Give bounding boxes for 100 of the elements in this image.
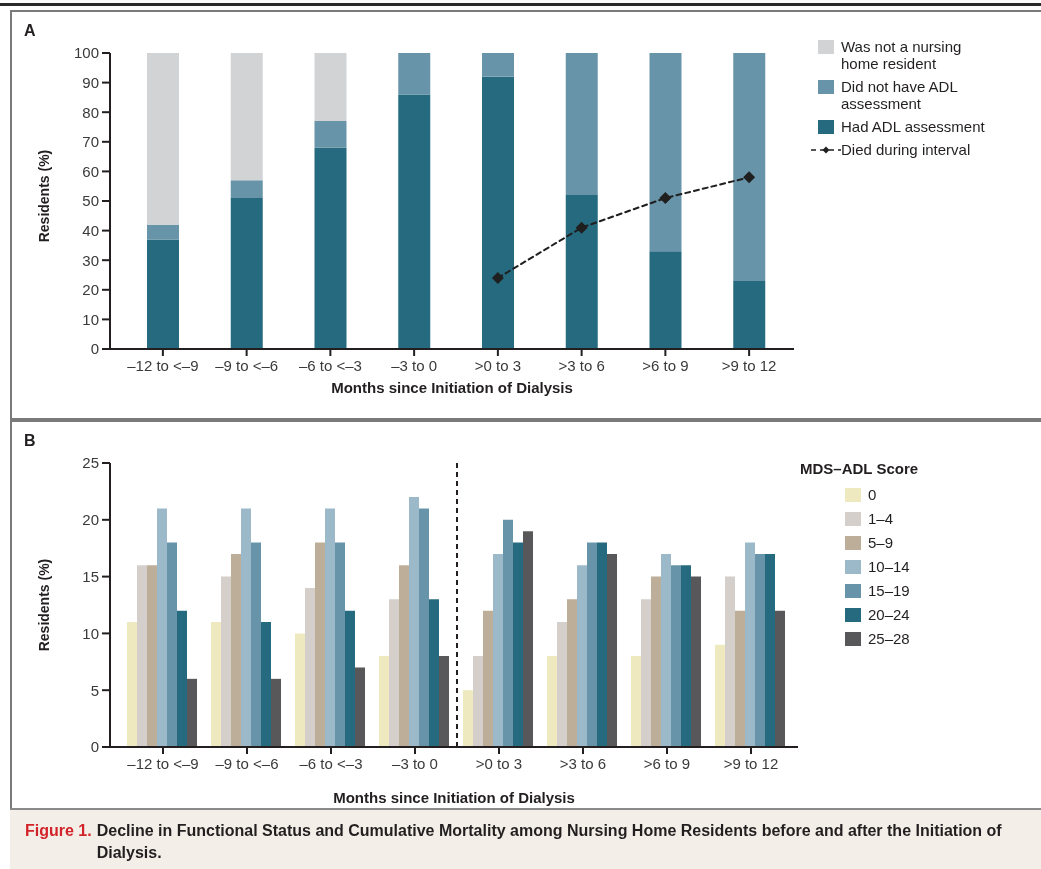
bar	[315, 542, 325, 747]
bar	[733, 53, 766, 281]
x-tick-label: –3 to 0	[392, 754, 438, 772]
bar	[745, 542, 755, 747]
bar	[523, 531, 533, 747]
bar	[725, 576, 735, 747]
bar	[649, 251, 682, 349]
bar	[691, 576, 701, 747]
y-tick-label: 80	[82, 103, 99, 121]
bar	[429, 599, 439, 747]
bar	[577, 565, 587, 747]
legend-label: Died during interval	[841, 141, 971, 158]
bar	[187, 678, 197, 747]
bar	[177, 610, 187, 747]
bar	[147, 239, 179, 349]
chart-title: B	[24, 432, 36, 449]
text: Decline in Functional Status and Cumulative Mortality among Nursing Home Residents before and after the Initiation of Dialysis.	[96, 822, 1002, 861]
y-tick-label: 40	[82, 221, 99, 239]
x-tick-label: >6 to 9	[643, 754, 691, 772]
point	[743, 171, 756, 184]
bar	[565, 195, 598, 349]
bar	[409, 497, 419, 747]
bar	[251, 542, 261, 747]
bar	[325, 508, 335, 747]
y-tick-label: 5	[90, 681, 99, 699]
bar	[314, 121, 347, 148]
y-tick-label: 20	[82, 281, 99, 299]
bar	[241, 508, 251, 747]
legend-label: Did not have ADL assessment	[841, 78, 958, 112]
bar	[681, 565, 691, 747]
x-axis-title: Months since Initiation of Dialysis	[331, 378, 573, 396]
bar	[398, 94, 431, 349]
y-tick-label: 70	[82, 133, 99, 151]
bar	[157, 508, 167, 747]
x-tick-label: >6 to 9	[642, 356, 689, 374]
legend-label: 25–28	[868, 630, 910, 647]
x-tick-label: >0 to 3	[475, 754, 523, 772]
bar	[775, 610, 785, 747]
x-tick-label: –9 to <–6	[215, 754, 279, 772]
x-tick-label: –12 to <–9	[127, 754, 199, 772]
x-axis-title: Months since Initiation of Dialysis	[333, 788, 575, 806]
y-tick-label: 0	[90, 340, 99, 358]
y-tick-label: 15	[82, 567, 99, 585]
bar	[567, 599, 577, 747]
x-tick-label: >9 to 12	[723, 754, 779, 772]
bar	[735, 610, 745, 747]
bar	[230, 53, 263, 181]
x-tick-label: –3 to 0	[391, 356, 438, 374]
bar	[305, 587, 315, 747]
x-tick-label: >3 to 6	[559, 754, 607, 772]
y-tick-label: 30	[82, 251, 99, 269]
bar	[597, 542, 607, 747]
point	[491, 271, 504, 284]
bar	[755, 553, 765, 747]
bar	[230, 180, 263, 199]
legend-label: 10–14	[868, 558, 910, 575]
caption: Figure 1.	[25, 822, 92, 839]
bar	[493, 553, 503, 747]
legend-label: Was not a nursing home resident	[841, 38, 962, 72]
y-tick-label: 50	[82, 192, 99, 210]
y-tick-label: 60	[82, 162, 99, 180]
bar	[439, 656, 449, 747]
bar	[565, 53, 598, 196]
y-axis-title: Residents (%)	[36, 558, 52, 652]
bar	[147, 53, 179, 225]
x-tick-label: –12 to <–9	[127, 356, 199, 374]
x-tick-label: >9 to 12	[721, 356, 777, 374]
bar	[335, 542, 345, 747]
bar	[483, 610, 493, 747]
bar	[137, 565, 147, 747]
bar	[503, 519, 513, 747]
bar	[398, 53, 431, 95]
legend-label: 20–24	[868, 606, 910, 623]
bar	[473, 656, 483, 747]
y-tick-label: 25	[82, 454, 99, 472]
y-tick-label: 100	[73, 44, 99, 62]
bar	[482, 53, 514, 77]
bar	[641, 599, 651, 747]
bar	[355, 667, 365, 747]
y-tick-label: 90	[82, 73, 99, 91]
bar	[230, 198, 263, 349]
legend-label: 0	[868, 486, 877, 503]
legend-label: 5–9	[868, 534, 894, 551]
bar	[314, 147, 347, 349]
legend-label: 1–4	[868, 510, 894, 527]
point	[659, 192, 672, 205]
y-tick-label: 0	[90, 738, 99, 756]
bar	[671, 565, 681, 747]
x-tick-label: –6 to <–3	[298, 356, 362, 374]
bar	[733, 280, 766, 349]
bar	[271, 678, 281, 747]
point	[575, 221, 588, 234]
bar	[379, 656, 389, 747]
bar	[649, 53, 682, 252]
bar	[261, 622, 271, 747]
y-tick-label: 10	[82, 624, 99, 642]
bar	[557, 622, 567, 747]
legend-label: 15–19	[868, 582, 910, 599]
x-tick-label: –6 to <–3	[299, 754, 363, 772]
x-tick-label: >3 to 6	[558, 356, 605, 374]
